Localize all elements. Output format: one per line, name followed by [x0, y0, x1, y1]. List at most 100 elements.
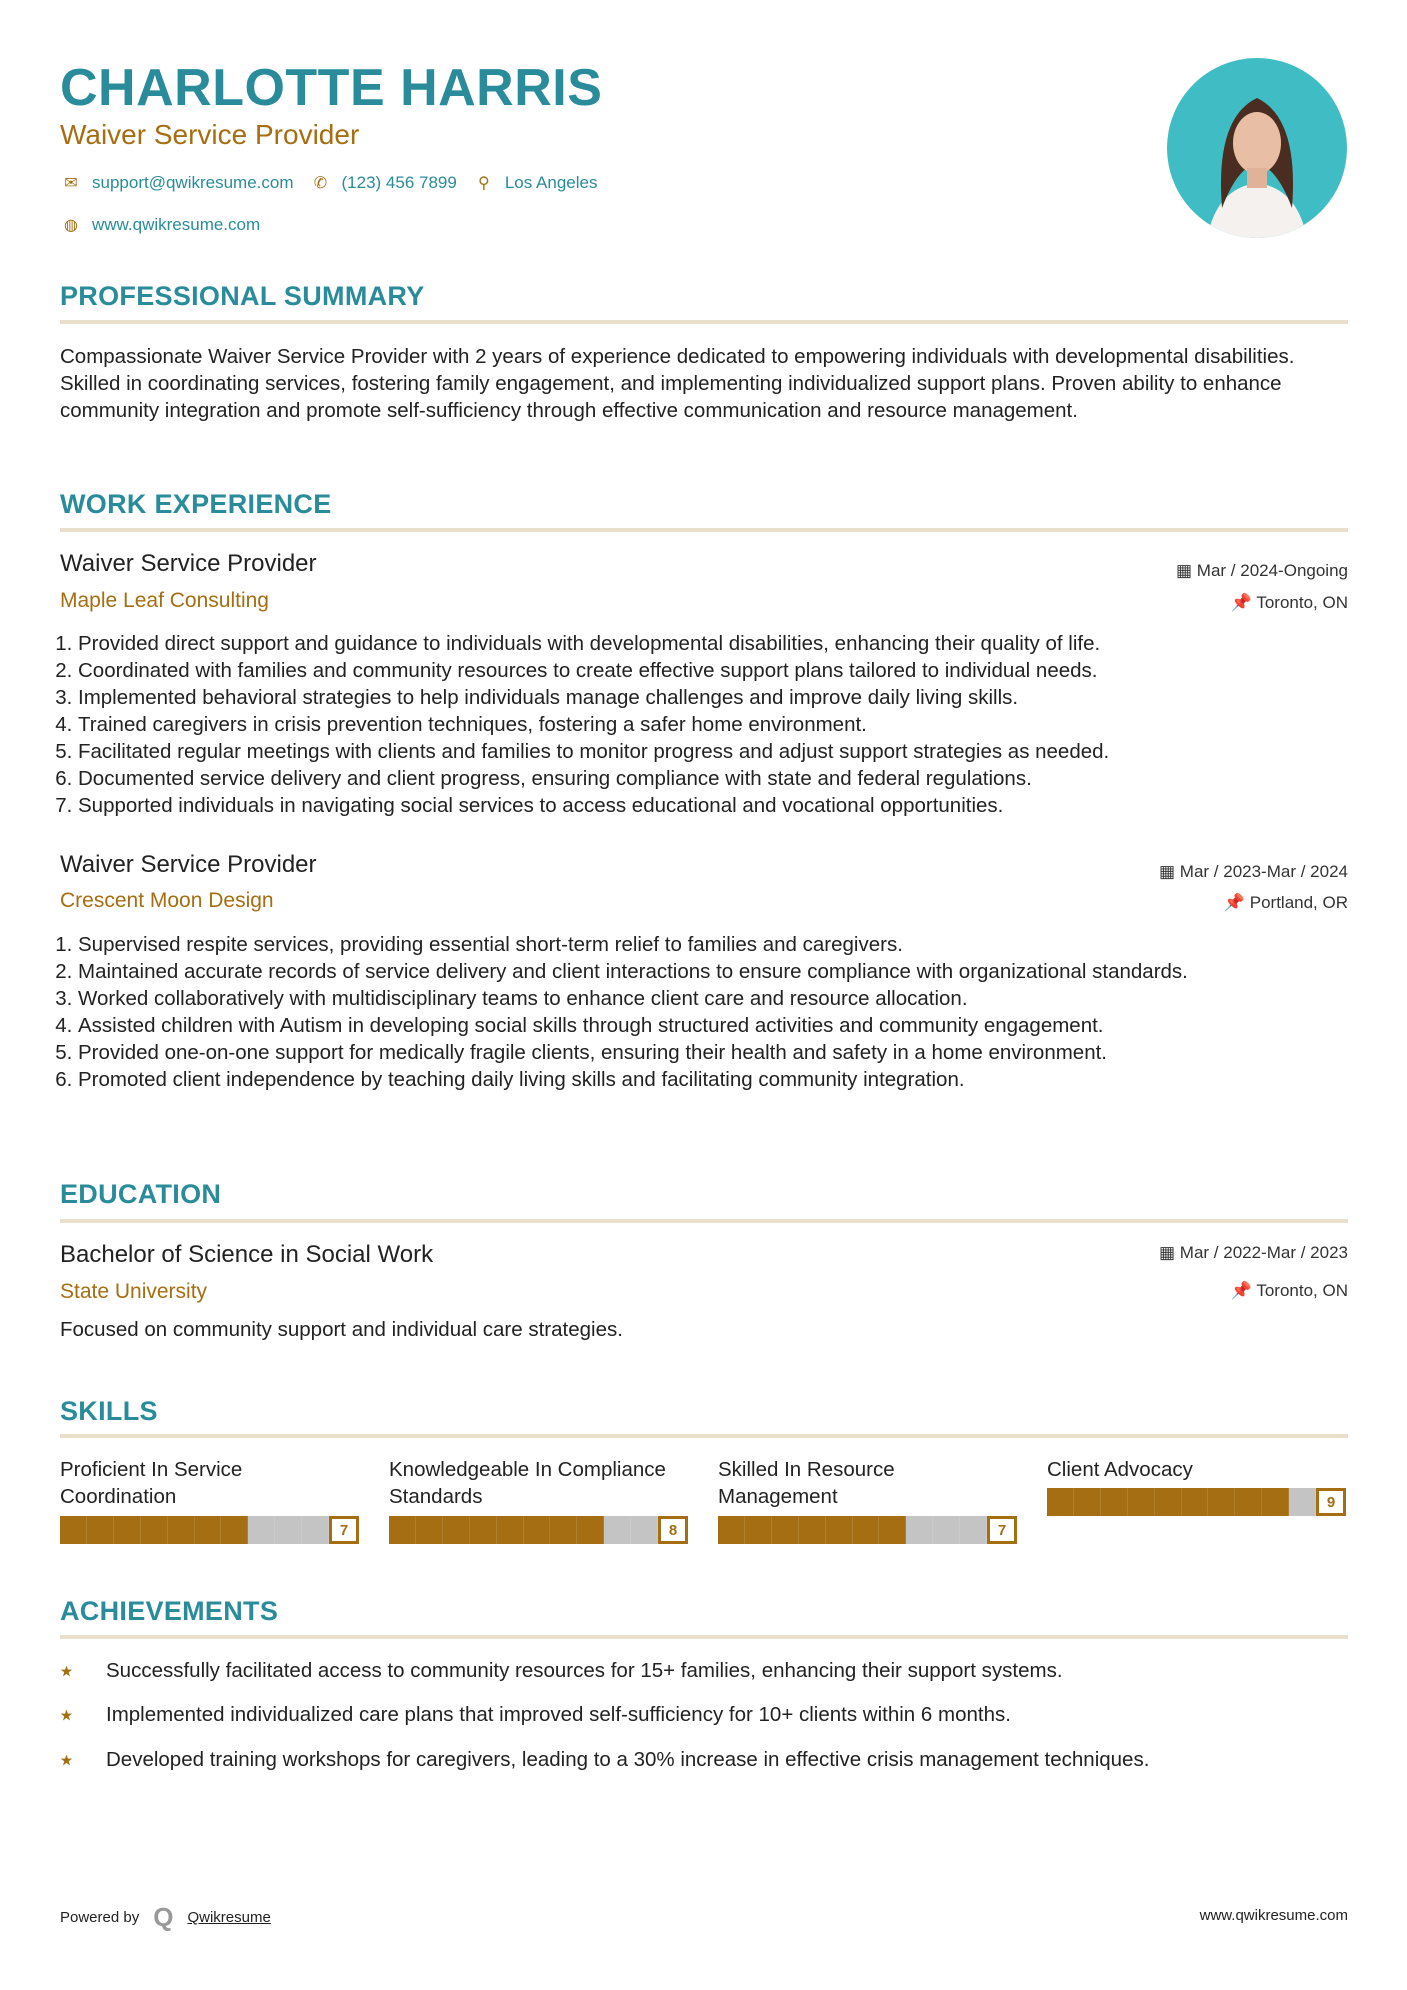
skill-segment-filled: [1181, 1488, 1209, 1516]
job-title: Waiver Service Provider: [60, 550, 317, 577]
job-bullets: Provided direct support and guidance to …: [60, 630, 1350, 819]
skill-segment-filled: [167, 1516, 195, 1544]
divider: [60, 1434, 1348, 1438]
bullet: Implemented behavioral strategies to hel…: [78, 684, 1350, 711]
achievement-item: ⭑ Developed training workshops for caregi…: [60, 1746, 1149, 1774]
candidate-title: Waiver Service Provider: [60, 119, 360, 150]
brand-link[interactable]: Qwikresume: [187, 1909, 271, 1926]
skill-segment-filled: [1154, 1488, 1182, 1516]
skill-bar: 7: [718, 1516, 1018, 1544]
summary-text: Compassionate Waiver Service Provider wi…: [60, 345, 1295, 422]
skill-segment-filled: [879, 1516, 907, 1544]
skills-heading: SKILLS: [60, 1396, 158, 1426]
skill-segment-filled: [771, 1516, 799, 1544]
date-text: Mar / 2023-Mar / 2024: [1179, 862, 1348, 881]
achievement-text: Developed training workshops for caregiv…: [106, 1748, 1150, 1771]
job-bullets: Supervised respite services, providing e…: [60, 931, 1350, 1093]
skill-segment-filled: [798, 1516, 826, 1544]
divider: [60, 320, 1348, 324]
bullet: Trained caregivers in crisis prevention …: [78, 711, 1350, 738]
skill-segment-filled: [577, 1516, 605, 1544]
skill-segment-filled: [1235, 1488, 1263, 1516]
skill-label: Proficient In Service Coordination: [60, 1458, 243, 1508]
skill-segment-filled: [194, 1516, 222, 1544]
school-name: State University: [60, 1280, 208, 1303]
profile-photo: [1167, 58, 1347, 238]
footer-brand: Powered by Q Qwikresume: [60, 1902, 271, 1933]
skill-item: Proficient In Service Coordination 7: [60, 1456, 360, 1544]
bullet: Facilitated regular meetings with client…: [78, 738, 1350, 765]
calendar-icon: ▦: [1159, 1243, 1180, 1262]
skill-segment-filled: [1073, 1488, 1101, 1516]
skills-list: Proficient In Service Coordination 7 Know…: [60, 1456, 1350, 1544]
skill-segment-empty: [275, 1516, 303, 1544]
bullet: Provided one-on-one support for medicall…: [78, 1039, 1350, 1066]
star-icon: ⭑: [60, 1701, 73, 1728]
skill-segment-filled: [389, 1516, 416, 1544]
bullet: Worked collaboratively with multidiscipl…: [78, 985, 1350, 1012]
calendar-icon: ▦: [1159, 862, 1180, 881]
skill-item: Skilled In Resource Management 7: [718, 1456, 1018, 1544]
footer-website[interactable]: www.qwikresume.com: [1199, 1907, 1348, 1924]
education-heading: EDUCATION: [60, 1179, 222, 1209]
candidate-name: CHARLOTTE HARRIS: [60, 59, 603, 117]
bullet: Supported individuals in navigating soci…: [78, 792, 1350, 819]
qwikresume-logo-icon: Q: [153, 1902, 174, 1932]
map-pin-icon: ⚲: [477, 175, 490, 192]
bullet: Assisted children with Autism in develop…: [78, 1012, 1350, 1039]
skill-level-badge: 8: [658, 1516, 689, 1544]
skill-segment-filled: [718, 1516, 745, 1544]
skill-bar: 8: [389, 1516, 689, 1544]
skill-segment-empty: [302, 1516, 330, 1544]
location-text: Toronto, ON: [1256, 1281, 1348, 1300]
skill-segment-filled: [86, 1516, 114, 1544]
skill-segment-empty: [906, 1516, 934, 1544]
skill-segment-empty: [604, 1516, 632, 1544]
skill-segment-filled: [523, 1516, 551, 1544]
skill-item: Client Advocacy 9: [1047, 1456, 1347, 1544]
bullet: Supervised respite services, providing e…: [78, 931, 1350, 958]
bullet: Documented service delivery and client p…: [78, 765, 1350, 792]
divider: [60, 1635, 1348, 1639]
location-text: Los Angeles: [504, 173, 598, 192]
email-link[interactable]: support@qwikresume.com: [92, 173, 294, 192]
skill-segment-filled: [469, 1516, 497, 1544]
skill-level-badge: 7: [329, 1516, 360, 1544]
job-date: ▦ Mar / 2024-Ongoing: [1176, 561, 1348, 581]
education-location: 📌 Toronto, ON: [1231, 1281, 1348, 1301]
location-text: Toronto, ON: [1256, 593, 1348, 612]
bullet: Promoted client independence by teaching…: [78, 1066, 1350, 1093]
job-location: 📌 Portland, OR: [1224, 893, 1348, 913]
education-date: ▦ Mar / 2022-Mar / 2023: [1159, 1243, 1348, 1263]
skill-segment-filled: [1127, 1488, 1155, 1516]
bullet: Maintained accurate records of service d…: [78, 958, 1350, 985]
skill-label: Knowledgeable In Compliance Standards: [389, 1458, 666, 1508]
date-text: Mar / 2024-Ongoing: [1196, 561, 1348, 580]
job-title: Waiver Service Provider: [60, 851, 317, 878]
company-name: Maple Leaf Consulting: [60, 589, 269, 612]
skill-bar: 9: [1047, 1488, 1347, 1516]
skill-segment-empty: [1289, 1488, 1317, 1516]
skill-segment-filled: [825, 1516, 853, 1544]
website-link[interactable]: www.qwikresume.com: [92, 215, 261, 234]
job-location: 📌 Toronto, ON: [1231, 593, 1348, 613]
achievement-item: ⭑ Successfully facilitated access to comm…: [60, 1657, 1063, 1685]
skill-level-badge: 9: [1316, 1488, 1347, 1516]
company-name: Crescent Moon Design: [60, 889, 274, 912]
date-text: Mar / 2022-Mar / 2023: [1179, 1243, 1348, 1262]
achievement-text: Successfully facilitated access to commu…: [106, 1659, 1063, 1682]
pin-icon: 📌: [1223, 893, 1250, 912]
achievement-text: Implemented individualized care plans th…: [106, 1703, 1011, 1726]
skill-item: Knowledgeable In Compliance Standards 8: [389, 1456, 689, 1544]
website-row: ◍ www.qwikresume.com: [60, 215, 260, 235]
experience-heading: WORK EXPERIENCE: [60, 489, 332, 519]
skill-segment-filled: [1100, 1488, 1128, 1516]
phone-icon: ✆: [313, 175, 328, 192]
achievement-item: ⭑ Implemented individualized care plans t…: [60, 1701, 1011, 1729]
skill-segment-filled: [550, 1516, 578, 1544]
calendar-icon: ▦: [1176, 561, 1197, 580]
globe-icon: ◍: [64, 217, 78, 234]
divider: [60, 1219, 1348, 1223]
skill-segment-empty: [960, 1516, 988, 1544]
bullet: Provided direct support and guidance to …: [78, 630, 1350, 657]
